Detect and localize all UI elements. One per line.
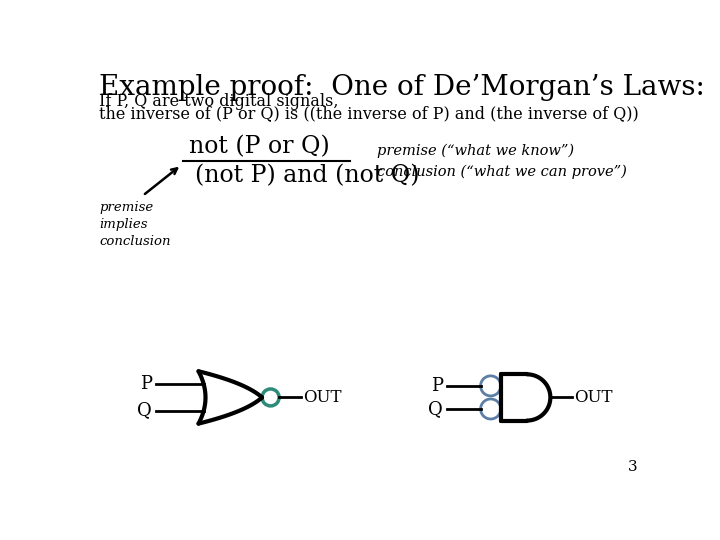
Text: 3: 3 <box>628 461 637 475</box>
Text: P: P <box>431 377 443 395</box>
Text: OUT: OUT <box>575 389 613 406</box>
Text: (not P) and (not Q): (not P) and (not Q) <box>195 164 420 187</box>
Text: premise (“what we know”): premise (“what we know”) <box>377 144 574 158</box>
Text: Example proof:  One of De’Morgan’s Laws:: Example proof: One of De’Morgan’s Laws: <box>99 74 705 101</box>
Text: OUT: OUT <box>303 389 341 406</box>
Text: not (P or Q): not (P or Q) <box>189 135 330 158</box>
Text: Q: Q <box>428 400 443 418</box>
Text: If P, Q are two digital signals,: If P, Q are two digital signals, <box>99 93 339 110</box>
Text: Q: Q <box>138 402 152 420</box>
Text: premise
implies
conclusion: premise implies conclusion <box>99 201 171 248</box>
Text: conclusion (“what we can prove”): conclusion (“what we can prove”) <box>377 164 626 179</box>
Text: P: P <box>140 375 152 393</box>
Text: the inverse of (P or Q) is ((the inverse of P) and (the inverse of Q)): the inverse of (P or Q) is ((the inverse… <box>99 106 639 123</box>
